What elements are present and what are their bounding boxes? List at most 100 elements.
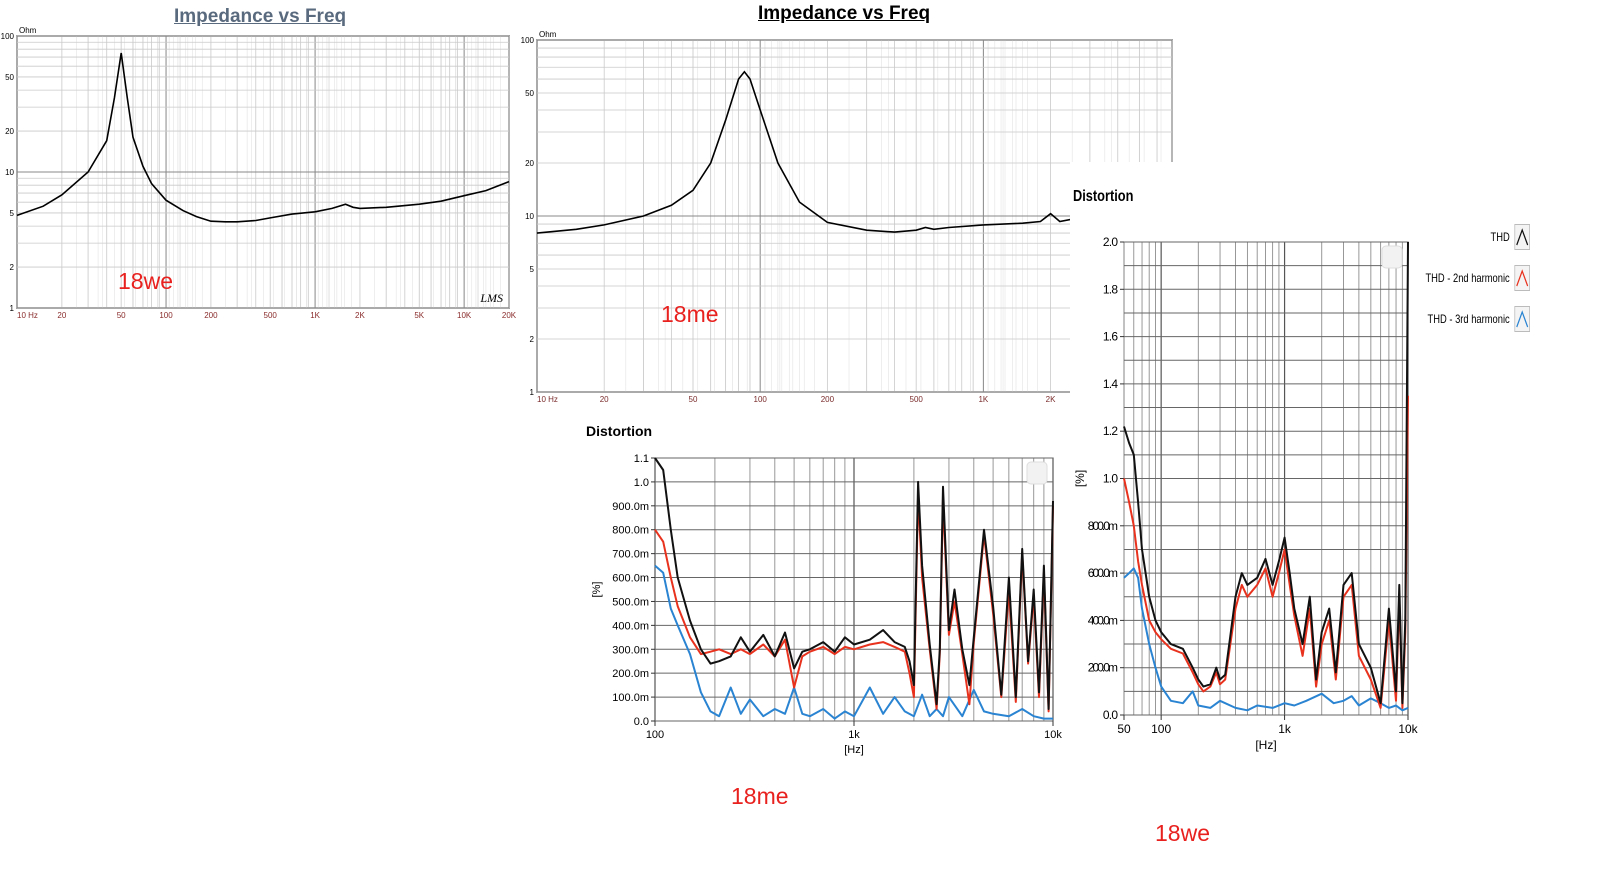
y-tick-label: 5 bbox=[10, 209, 15, 218]
distortion-we-plot: 2.0 1.8 1.6 1.4 1.2 1.0 800.0m 600.0m 400.0m 200.… bbox=[1073, 235, 1419, 752]
x-tick-label: 20 bbox=[600, 395, 609, 404]
y-tick-label: 1.2 bbox=[1103, 424, 1118, 438]
x-tick-label: 10k bbox=[1398, 722, 1418, 736]
legend-3rd-label: THD - 3rd harmonic bbox=[1427, 312, 1510, 326]
y-tick-label: 50 bbox=[5, 73, 14, 82]
distortion-me-label: 18me bbox=[731, 783, 789, 809]
y-tick-label: 2.0 bbox=[1103, 235, 1118, 249]
legend-thd-label: THD bbox=[1490, 230, 1510, 244]
impedance-right-label: 18me bbox=[661, 301, 719, 327]
y-tick-label: 600.0m bbox=[1088, 566, 1118, 580]
y-tick-label: 50 bbox=[525, 89, 534, 98]
y-tick-label: 10 bbox=[5, 168, 14, 177]
series-thd-3rd-harmonic bbox=[654, 564, 1053, 720]
y-tick-label: 2 bbox=[530, 335, 535, 344]
y-tick-label: 800.0m bbox=[1088, 519, 1118, 533]
series-thd-2nd-harmonic bbox=[1123, 395, 1409, 709]
legend-item-thd[interactable]: THD bbox=[1413, 224, 1530, 250]
y-tick-label: 400.0m bbox=[612, 620, 649, 632]
y-tick-label: 1.8 bbox=[1103, 282, 1118, 296]
distortion-we-title: Distortion bbox=[1073, 188, 1134, 205]
x-axis-title: [Hz] bbox=[844, 744, 864, 756]
x-tick-label: 500 bbox=[910, 395, 924, 404]
y-tick-label: 1.0 bbox=[634, 477, 649, 489]
x-tick-label: 20 bbox=[57, 311, 66, 320]
impedance-left-chart: Ohm 100 50 20 10 5 2 1 10 Hz 20 50 100 200 500 1K 2K 5K 1… bbox=[0, 26, 520, 328]
x-tick-label: 10 Hz bbox=[17, 311, 38, 320]
y-tick-label: 600.0m bbox=[612, 573, 649, 585]
x-tick-label: 50 bbox=[117, 311, 126, 320]
impedance-left-plot: Ohm 100 50 20 10 5 2 110 Hz 20 50 100 200 500 1K 2K 5K 1… bbox=[1, 26, 517, 320]
y-unit-label: Ohm bbox=[19, 26, 37, 35]
y-axis-title: [%] bbox=[1073, 470, 1087, 487]
legend-2nd-label: THD - 2nd harmonic bbox=[1425, 271, 1510, 285]
x-tick-label: 1K bbox=[310, 311, 320, 320]
impedance-right-title: Impedance vs Freq bbox=[758, 3, 931, 24]
x-tick-label: 5K bbox=[414, 311, 424, 320]
y-tick-label: 200.0m bbox=[612, 668, 649, 680]
y-tick-label: 1 bbox=[530, 388, 535, 397]
x-tick-label: 10k bbox=[1044, 729, 1062, 741]
x-tick-label: 1K bbox=[978, 395, 988, 404]
x-tick-label: 100 bbox=[646, 729, 664, 741]
y-tick-label: 0.0 bbox=[634, 716, 649, 728]
impedance-left-label: 18we bbox=[118, 268, 173, 294]
y-tick-label: 1 bbox=[10, 304, 15, 313]
legend-thd-swatch bbox=[1514, 224, 1530, 250]
y-tick-label: 10 bbox=[525, 212, 534, 221]
x-tick-label: 200 bbox=[821, 395, 835, 404]
y-tick-label: 1.1 bbox=[634, 453, 649, 465]
x-tick-label: 2K bbox=[355, 311, 365, 320]
x-tick-label: 50 bbox=[689, 395, 698, 404]
y-tick-label: 0.0 bbox=[1103, 708, 1118, 722]
distortion-we-legend: THD THD - 2nd harmonic THD - 3rd harmoni… bbox=[1380, 224, 1530, 344]
distortion-we-panel: Distortion 2.0 1.8 1.6 1.4 1.2 1.0 800.0m 600.0… bbox=[1070, 162, 1536, 798]
y-tick-label: 1.6 bbox=[1103, 330, 1118, 344]
y-tick-label: 1.0 bbox=[1103, 472, 1118, 486]
series-thd bbox=[1123, 241, 1409, 705]
y-axis-title: [%] bbox=[591, 582, 603, 598]
x-axis-title: [Hz] bbox=[1255, 738, 1276, 752]
y-tick-label: 5 bbox=[530, 265, 535, 274]
lms-logo: LMS bbox=[479, 291, 503, 305]
y-tick-label: 900.0m bbox=[612, 501, 649, 513]
x-tick-label: 1k bbox=[848, 729, 860, 741]
y-tick-label: 400.0m bbox=[1088, 613, 1118, 627]
distortion-me-plot: 1.1 1.0 900.0m 800.0m 700.0m 600.0m 500.0m 400.… bbox=[591, 453, 1062, 756]
y-unit-label: Ohm bbox=[539, 30, 557, 39]
x-tick-label: 50 bbox=[1117, 722, 1131, 736]
distortion-me-chart: 1.1 1.0 900.0m 800.0m 700.0m 600.0m 500.0m 400.… bbox=[586, 442, 1072, 762]
x-tick-label: 100 bbox=[1151, 722, 1171, 736]
distortion-we-label: 18we bbox=[1155, 820, 1210, 846]
y-tick-label: 300.0m bbox=[612, 644, 649, 656]
legend-item-2nd-harmonic[interactable]: THD - 2nd harmonic bbox=[1413, 265, 1530, 291]
y-tick-label: 1.4 bbox=[1103, 377, 1118, 391]
x-tick-label: 500 bbox=[264, 311, 278, 320]
x-tick-label: 10 Hz bbox=[537, 395, 558, 404]
x-tick-label: 10K bbox=[457, 311, 472, 320]
y-tick-label: 700.0m bbox=[612, 549, 649, 561]
series-thd bbox=[654, 457, 1054, 710]
x-tick-label: 1k bbox=[1278, 722, 1292, 736]
plot-tool-icon bbox=[1381, 245, 1403, 269]
legend-2nd-swatch bbox=[1514, 265, 1530, 291]
series-thd-3rd-harmonic bbox=[1123, 567, 1409, 712]
x-tick-label: 20K bbox=[502, 311, 517, 320]
y-tick-label: 100 bbox=[521, 36, 535, 45]
x-tick-label: 200 bbox=[204, 311, 218, 320]
y-tick-label: 800.0m bbox=[612, 525, 649, 537]
y-tick-label: 100.0m bbox=[612, 692, 649, 704]
legend-3rd-swatch bbox=[1514, 306, 1530, 332]
y-tick-label: 500.0m bbox=[612, 596, 649, 608]
x-tick-label: 100 bbox=[754, 395, 768, 404]
impedance-curve bbox=[16, 52, 510, 223]
y-tick-label: 2 bbox=[10, 263, 15, 272]
x-tick-label: 2K bbox=[1046, 395, 1056, 404]
y-tick-label: 100 bbox=[1, 32, 15, 41]
distortion-me-title: Distortion bbox=[586, 423, 653, 439]
legend-item-3rd-harmonic[interactable]: THD - 3rd harmonic bbox=[1413, 306, 1530, 332]
y-tick-label: 20 bbox=[525, 159, 534, 168]
plot-tool-icon bbox=[1026, 461, 1048, 485]
impedance-left-title: Impedance vs Freq bbox=[174, 6, 347, 27]
y-tick-label: 200.0m bbox=[1088, 661, 1118, 675]
